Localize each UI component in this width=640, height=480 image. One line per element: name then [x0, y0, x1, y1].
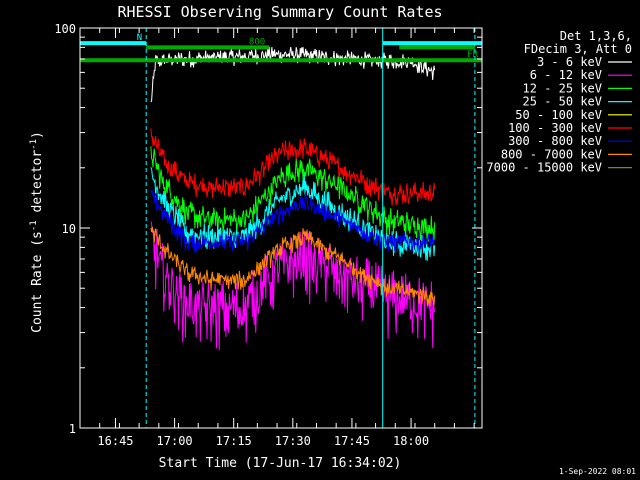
y-axis-label-sup1: -1	[29, 220, 39, 231]
x-tick-label-0: 16:45	[97, 434, 133, 448]
series-line-4	[150, 190, 436, 253]
y-axis-label-sup2: -1	[29, 139, 39, 150]
series-line-2	[150, 146, 436, 243]
flag-label-1: 800	[249, 37, 265, 47]
x-tick-label-2: 17:15	[216, 434, 252, 448]
legend-entry-label-2: 12 - 25 keV	[523, 81, 602, 95]
flag-label-0: N	[137, 33, 142, 43]
series-line-5	[150, 221, 436, 351]
legend-entry-label-0: 3 - 6 keV	[537, 55, 602, 69]
chart-title: RHESSI Observing Summary Count Rates	[117, 3, 442, 21]
legend-entry-label-3: 25 - 50 keV	[523, 95, 602, 109]
legend-header-1: Det 1,3,6,	[560, 29, 632, 43]
x-tick-label-5: 18:00	[393, 434, 429, 448]
plot-area: N 800 FR 1 10 100 16:45 17:00 17:15 17:30 17:45 18:…	[54, 22, 483, 448]
x-tick-label-4: 17:45	[334, 434, 370, 448]
legend-header-2: FDecim 3, Att 0	[524, 42, 632, 56]
y-tick-label-2: 100	[54, 22, 76, 36]
footer-date: 1-Sep-2022 08:01	[559, 467, 636, 476]
legend-entry-label-5: 100 - 300 keV	[508, 121, 602, 135]
legend-entry-label-7: 800 - 7000 keV	[501, 147, 602, 161]
y-axis-label: Count Rate (s-1 detector-1)	[29, 131, 45, 333]
y-axis-label-main: Count Rate (s	[30, 231, 45, 333]
x-tick-label-1: 17:00	[157, 434, 193, 448]
series-line-1	[150, 128, 436, 206]
flag-label-2: FR	[467, 50, 478, 60]
series-line-6	[150, 226, 436, 307]
y-axis-label-end: )	[30, 131, 45, 139]
legend-entry-label-4: 50 - 100 keV	[515, 108, 602, 122]
y-axis-label-mid: detector	[30, 150, 45, 221]
legend-entry-label-6: 300 - 800 keV	[508, 134, 602, 148]
legend-entry-label-8: 7000 - 15000 keV	[486, 161, 602, 175]
y-tick-label-1: 10	[62, 222, 76, 236]
y-tick-label-0: 1	[69, 422, 76, 436]
x-axis-label: Start Time (17-Jun-17 16:34:02)	[159, 456, 402, 471]
legend-entry-label-1: 6 - 12 keV	[530, 68, 602, 82]
x-tick-label-3: 17:30	[275, 434, 311, 448]
